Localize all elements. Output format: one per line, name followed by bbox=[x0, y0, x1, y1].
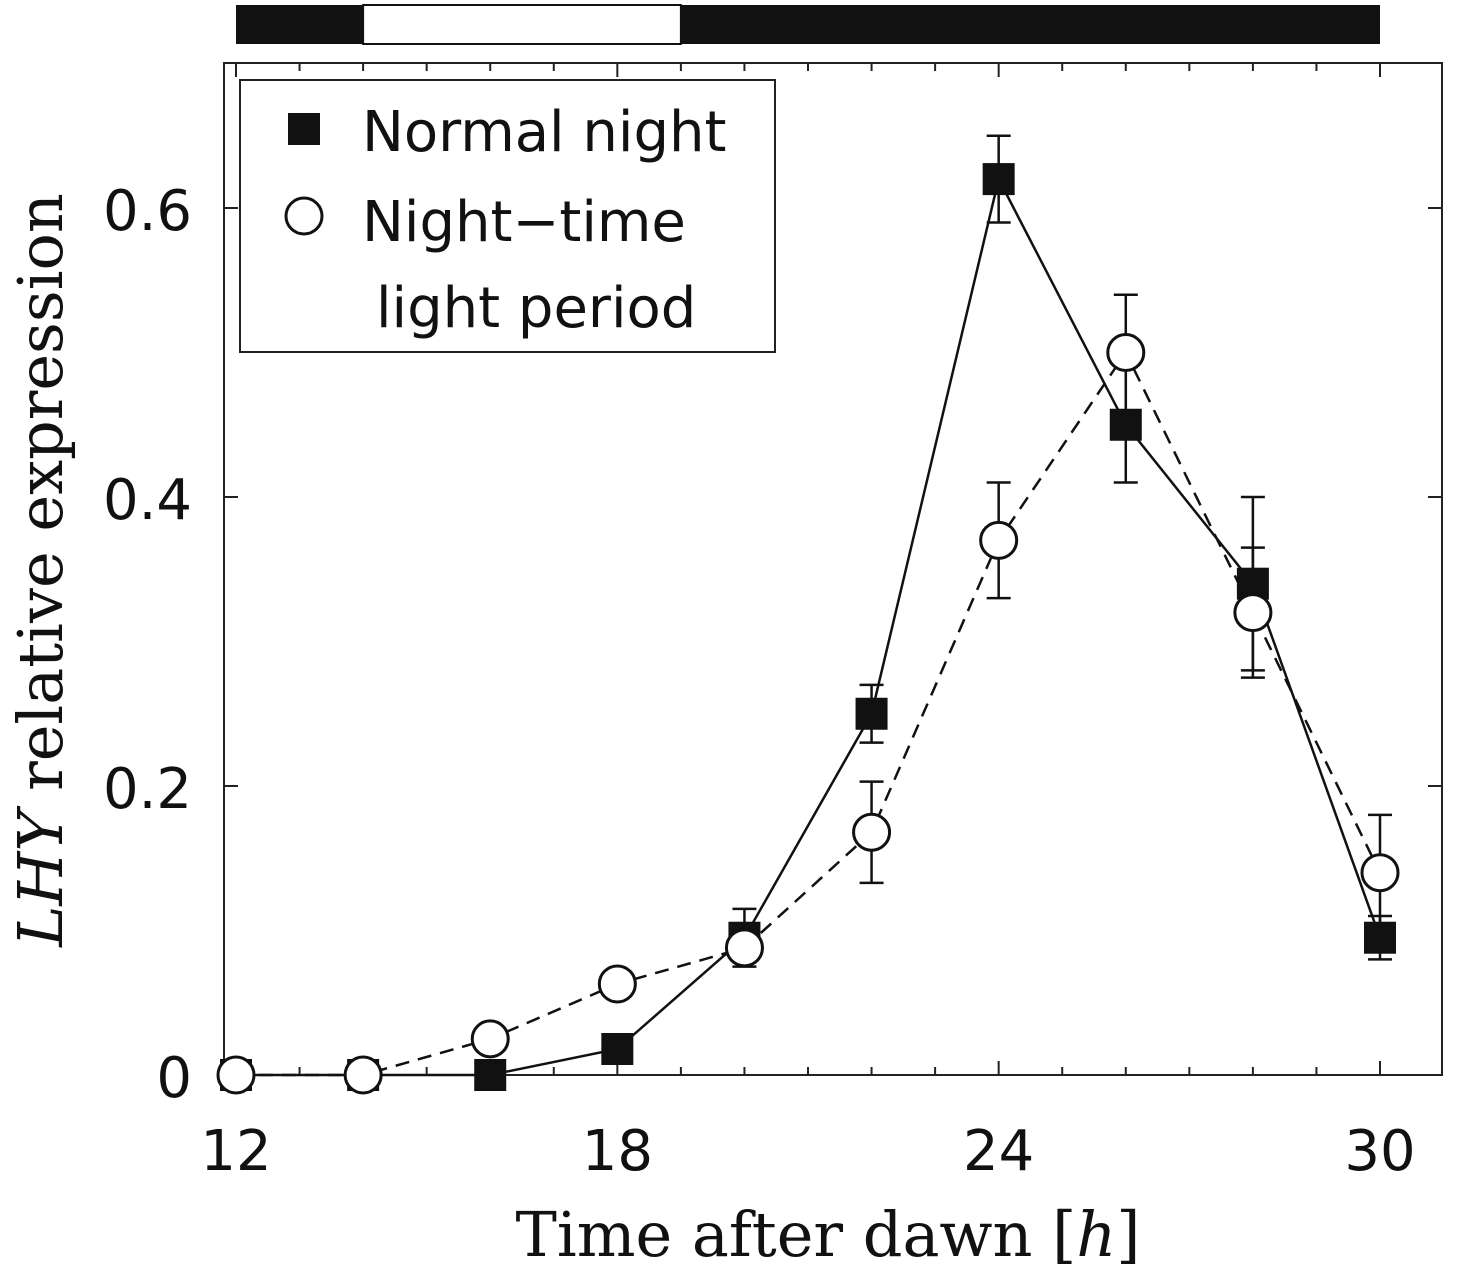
data-point-square bbox=[982, 163, 1015, 196]
data-point-circle bbox=[724, 928, 764, 968]
x-tick-labels: 12 18 24 30 bbox=[200, 1119, 1415, 1184]
y-tick-labels: 0 0.2 0.4 0.6 bbox=[103, 179, 192, 1111]
data-point-circle bbox=[1360, 853, 1400, 893]
x-tick-label: 24 bbox=[963, 1119, 1034, 1184]
series-line-night-light bbox=[236, 350, 1382, 1077]
data-point-square bbox=[855, 697, 888, 730]
light-segment bbox=[362, 4, 682, 45]
legend-label-night-light-line2: light period bbox=[376, 276, 696, 341]
x-axis-title-main: Time after dawn bbox=[516, 1198, 1053, 1271]
x-axis-title-unit: h bbox=[1076, 1198, 1116, 1271]
y-tick-label: 0.4 bbox=[103, 468, 192, 533]
data-point-square bbox=[1364, 921, 1396, 954]
y-axis-title-rest: relative expression bbox=[4, 193, 77, 791]
dark-segment-before bbox=[236, 5, 364, 44]
y-axis-title: LHY relative expression bbox=[4, 193, 77, 948]
data-point-square bbox=[1109, 408, 1142, 441]
data-point-square bbox=[474, 1059, 507, 1091]
axis-ticks bbox=[224, 63, 1442, 1076]
data-point-square bbox=[601, 1032, 634, 1065]
data-point-circle bbox=[979, 520, 1019, 560]
y-axis-title-space bbox=[4, 791, 77, 811]
series-markers-night-light bbox=[216, 333, 1400, 1095]
dark-segment-after bbox=[680, 5, 1380, 44]
series-line-normal-night bbox=[236, 175, 1382, 1077]
data-point-circle bbox=[1233, 593, 1273, 633]
legend: Normal night Night−time light period bbox=[239, 79, 776, 353]
y-tick-label: 0.2 bbox=[103, 757, 192, 822]
legend-label-normal-night: Normal night bbox=[362, 100, 726, 165]
data-point-circle bbox=[1106, 333, 1146, 372]
x-tick-label: 18 bbox=[582, 1119, 653, 1184]
legend-label-night-light-line1: Night−time bbox=[362, 190, 686, 255]
y-tick-label: 0.6 bbox=[103, 179, 192, 244]
legend-circle-marker-icon bbox=[284, 196, 324, 236]
x-tick-label: 12 bbox=[200, 1119, 271, 1184]
x-axis-title-bracket-close: ] bbox=[1116, 1198, 1140, 1271]
x-axis-title-bracket-open: [ bbox=[1052, 1198, 1076, 1271]
data-point-circle bbox=[216, 1055, 256, 1095]
x-tick-label: 30 bbox=[1344, 1119, 1415, 1184]
series-night-light bbox=[236, 293, 1392, 1077]
y-axis-title-gene: LHY bbox=[4, 806, 77, 948]
x-axis-title: Time after dawn [h] bbox=[516, 1198, 1141, 1271]
legend-square-marker-icon bbox=[288, 113, 320, 145]
y-tick-label: 0 bbox=[156, 1046, 192, 1111]
legend-box bbox=[239, 79, 776, 353]
data-series bbox=[216, 134, 1400, 1095]
plot-area-frame bbox=[223, 62, 1443, 1076]
light-dark-bar bbox=[236, 4, 1380, 45]
data-point-circle bbox=[852, 812, 892, 852]
data-point-circle bbox=[470, 1019, 510, 1059]
data-point-circle bbox=[343, 1055, 383, 1095]
data-point-circle bbox=[597, 964, 637, 1004]
